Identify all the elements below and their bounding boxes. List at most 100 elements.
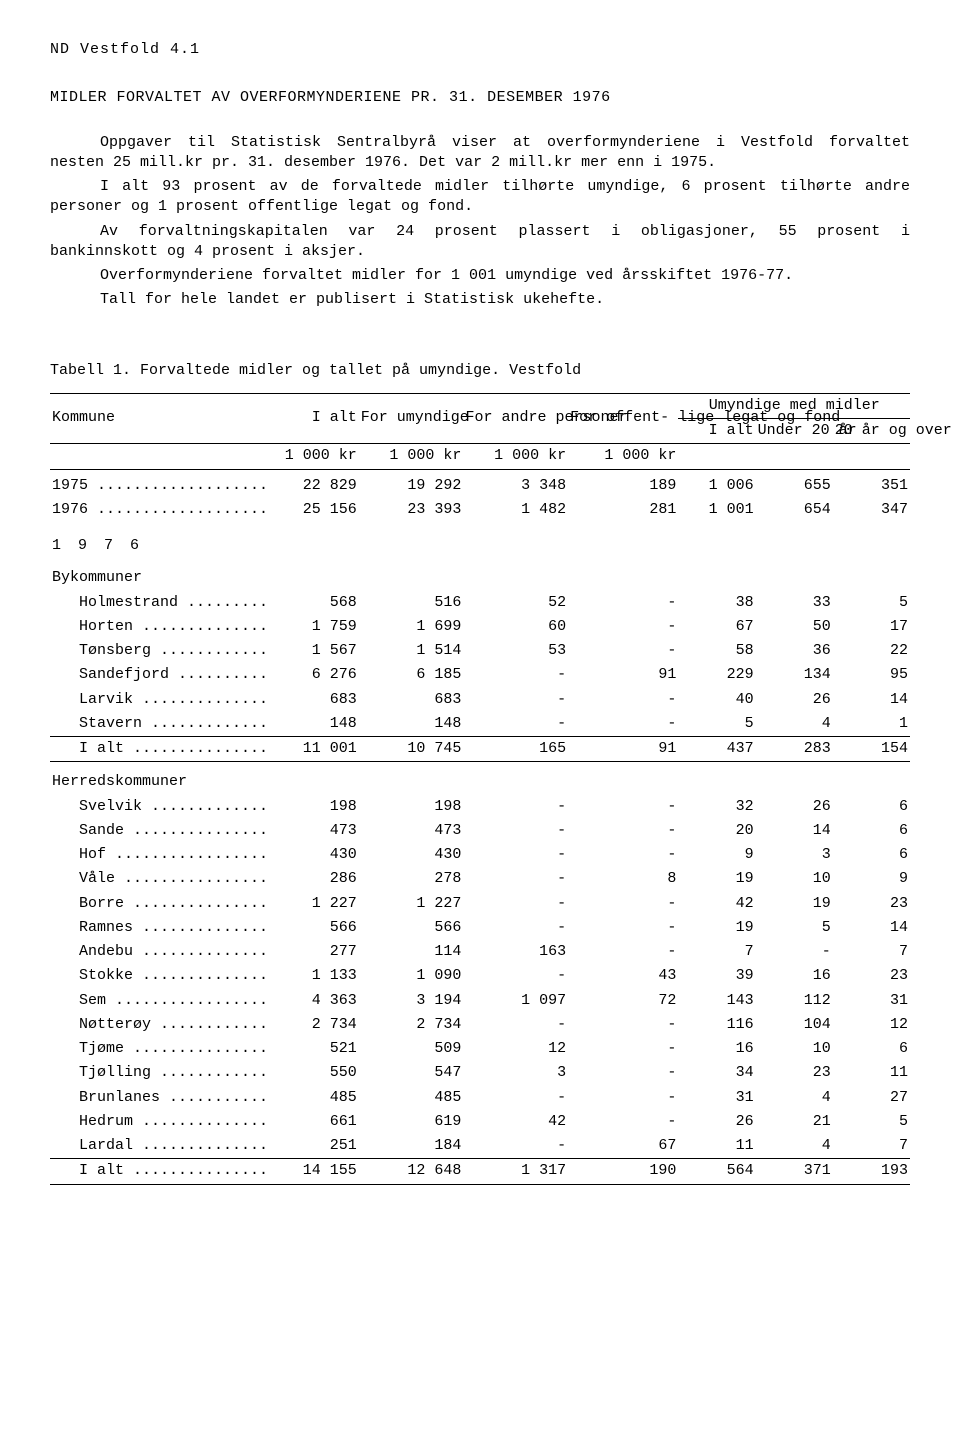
cell: 1 001 — [678, 498, 755, 522]
cell: 58 — [678, 639, 755, 663]
cell: 114 — [359, 940, 464, 964]
cell: 277 — [271, 940, 359, 964]
cell: 53 — [463, 639, 568, 663]
cell: 5 — [678, 712, 755, 737]
table-row: I alt ..................................… — [50, 1159, 910, 1184]
table-row: Ramnes .................................… — [50, 916, 910, 940]
cell — [568, 526, 678, 558]
cell: 6 — [833, 795, 910, 819]
row-label: Bykommuner — [50, 558, 271, 590]
doc-code: ND Vestfold 4.1 — [50, 40, 910, 60]
col-for-umyndige: For umyndige — [359, 393, 464, 444]
cell — [463, 558, 568, 590]
cell: 3 348 — [463, 474, 568, 498]
table-row: Larvik .................................… — [50, 688, 910, 712]
cell: 50 — [756, 615, 833, 639]
cell: - — [463, 712, 568, 737]
cell: 198 — [359, 795, 464, 819]
cell: 251 — [271, 1134, 359, 1159]
cell: 23 — [833, 964, 910, 988]
cell: 509 — [359, 1037, 464, 1061]
col-for-andre: For andre personer — [463, 393, 568, 444]
cell: 19 292 — [359, 474, 464, 498]
table-row: Hof ....................................… — [50, 843, 910, 867]
cell: 10 — [756, 867, 833, 891]
cell: 16 — [756, 964, 833, 988]
cell: 31 — [833, 989, 910, 1013]
row-label: Hof ....................................… — [50, 843, 271, 867]
cell: 683 — [359, 688, 464, 712]
row-label: Brunlanes ..............................… — [50, 1086, 271, 1110]
row-label: 1 9 7 6 — [50, 526, 271, 558]
cell: 473 — [359, 819, 464, 843]
cell: 3 — [756, 843, 833, 867]
doc-title: MIDLER FORVALTET AV OVERFORMYNDERIENE PR… — [50, 88, 910, 108]
cell: 229 — [678, 663, 755, 687]
cell: 27 — [833, 1086, 910, 1110]
cell: 163 — [463, 940, 568, 964]
cell: 1 097 — [463, 989, 568, 1013]
cell: 547 — [359, 1061, 464, 1085]
table-row: Brunlanes ..............................… — [50, 1086, 910, 1110]
cell: 1 317 — [463, 1159, 568, 1184]
col-u-over: 20 år og over — [833, 419, 910, 444]
table-row: Våle ...................................… — [50, 867, 910, 891]
cell: - — [463, 688, 568, 712]
cell: 1 514 — [359, 639, 464, 663]
cell: 278 — [359, 867, 464, 891]
row-label: Larvik .................................… — [50, 688, 271, 712]
table-row: 1975 ...................................… — [50, 474, 910, 498]
cell: 7 — [833, 1134, 910, 1159]
row-label: Svelvik ................................… — [50, 795, 271, 819]
cell: 14 — [833, 916, 910, 940]
table-row: Sandefjord .............................… — [50, 663, 910, 687]
cell: 143 — [678, 989, 755, 1013]
cell: 1 — [833, 712, 910, 737]
cell: 184 — [359, 1134, 464, 1159]
cell: 52 — [463, 591, 568, 615]
cell: 566 — [271, 916, 359, 940]
cell: 22 829 — [271, 474, 359, 498]
cell: 9 — [833, 867, 910, 891]
cell: 10 — [756, 1037, 833, 1061]
cell — [833, 526, 910, 558]
table-row: Bykommuner — [50, 558, 910, 590]
cell: 31 — [678, 1086, 755, 1110]
col-kommune: Kommune — [50, 393, 271, 444]
row-label: Horten .................................… — [50, 615, 271, 639]
cell: 683 — [271, 688, 359, 712]
cell: 281 — [568, 498, 678, 522]
table-row: Tjøme ..................................… — [50, 1037, 910, 1061]
table-row: Stokke .................................… — [50, 964, 910, 988]
cell — [756, 558, 833, 590]
cell: 72 — [568, 989, 678, 1013]
col-u-under: Under 20 år — [756, 419, 833, 444]
table-row: Svelvik ................................… — [50, 795, 910, 819]
cell: 654 — [756, 498, 833, 522]
cell — [359, 762, 464, 795]
row-label: Andebu .................................… — [50, 940, 271, 964]
cell — [463, 762, 568, 795]
row-label: Tjøme ..................................… — [50, 1037, 271, 1061]
cell: 1 227 — [359, 892, 464, 916]
cell: 91 — [568, 663, 678, 687]
cell: 11 — [678, 1134, 755, 1159]
cell: 42 — [463, 1110, 568, 1134]
paragraph: Tall for hele landet er publisert i Stat… — [50, 290, 910, 310]
cell: 26 — [756, 795, 833, 819]
cell: 485 — [271, 1086, 359, 1110]
cell: - — [463, 819, 568, 843]
cell: 437 — [678, 737, 755, 762]
cell: 23 — [833, 892, 910, 916]
cell: - — [568, 591, 678, 615]
cell: 25 156 — [271, 498, 359, 522]
cell — [678, 526, 755, 558]
row-label: Holmestrand ............................… — [50, 591, 271, 615]
cell: - — [568, 795, 678, 819]
table-row: Nøtterøy ...............................… — [50, 1013, 910, 1037]
cell: 1 227 — [271, 892, 359, 916]
cell: 619 — [359, 1110, 464, 1134]
cell — [271, 762, 359, 795]
cell: 11 001 — [271, 737, 359, 762]
cell: 550 — [271, 1061, 359, 1085]
